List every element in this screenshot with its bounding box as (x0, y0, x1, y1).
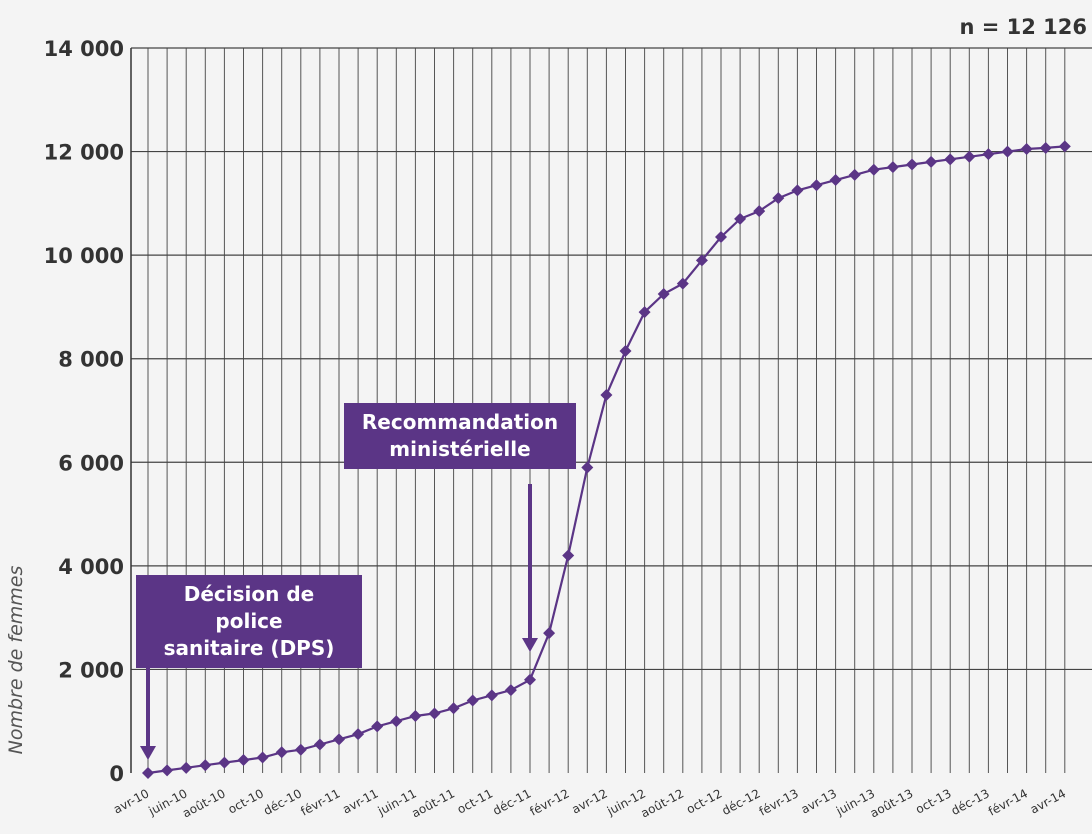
data-point-marker (466, 694, 479, 707)
data-point-marker (409, 710, 422, 723)
annotation-recommandation-line-1: Recommandation (361, 410, 559, 434)
data-point-marker (715, 231, 727, 244)
data-point-marker (237, 754, 250, 767)
data-point-marker (581, 461, 594, 474)
data-point-marker (906, 158, 918, 171)
data-point-marker (294, 743, 307, 756)
y-tick-label: 6 000 (58, 451, 124, 475)
y-tick-label: 12 000 (44, 141, 124, 165)
x-tick-label: avr-14 (1028, 786, 1068, 816)
data-point-marker (1001, 145, 1014, 158)
data-point-marker (562, 549, 575, 562)
annotation-recommandation-line-2: ministérielle (389, 437, 531, 461)
x-tick-label: août-12 (638, 786, 686, 820)
x-tick-label: avr-11 (340, 786, 380, 816)
x-tick-label: févr-14 (986, 786, 1030, 818)
x-tick-label: avr-12 (569, 786, 609, 816)
data-point-marker (352, 728, 365, 741)
data-point-marker (485, 689, 498, 702)
x-tick-label: oct-11 (455, 786, 495, 816)
data-point-marker (333, 733, 345, 746)
annotation-arrow-head (140, 746, 156, 760)
data-point-marker (313, 738, 326, 751)
x-tick-label: août-13 (868, 786, 916, 820)
data-point-marker (753, 205, 766, 218)
y-tick-label: 0 (109, 762, 124, 786)
data-point-marker (963, 150, 976, 163)
data-point-marker (1039, 141, 1052, 154)
data-point-marker (982, 148, 995, 161)
data-point-marker (1020, 142, 1033, 155)
x-tick-label: oct-10 (226, 786, 266, 816)
annotation-arrows (140, 484, 538, 760)
data-point-marker (275, 746, 288, 759)
y-tick-label: 10 000 (44, 244, 124, 268)
data-point-marker (371, 720, 384, 733)
data-point-marker (428, 707, 441, 720)
y-tick-label: 8 000 (58, 348, 124, 372)
x-tick-label: oct-12 (684, 786, 724, 816)
data-point-marker (619, 344, 632, 357)
x-tick-label: août-11 (409, 786, 457, 820)
data-point-marker (524, 673, 536, 686)
x-tick-labels: avr-10juin-10août-10oct-10déc-10févr-11a… (111, 786, 1068, 820)
horizontal-gridlines (131, 47, 1092, 671)
y-tick-label: 2 000 (58, 658, 124, 682)
series-layer (142, 140, 1071, 779)
data-point-marker (543, 627, 556, 640)
data-point-marker (944, 153, 957, 166)
data-point-marker (810, 179, 823, 192)
x-tick-label: déc-13 (949, 786, 992, 818)
data-point-marker (256, 751, 269, 764)
sample-size-note: n = 12 126 (959, 15, 1087, 39)
data-point-marker (390, 715, 403, 728)
data-point-marker (447, 702, 460, 715)
data-point-marker (180, 761, 193, 774)
data-point-marker (791, 184, 804, 197)
data-point-marker (161, 764, 174, 777)
data-point-marker (695, 254, 708, 267)
data-point-marker (734, 212, 747, 225)
data-point-marker (142, 767, 154, 779)
y-axis-label: Nombre de femmes (5, 566, 27, 755)
y-tick-labels: 0 2 000 4 000 6 000 8 000 10 000 12 000 14 000 (44, 37, 124, 786)
x-tick-label: févr-11 (298, 786, 342, 818)
x-tick-label: févr-13 (757, 786, 801, 818)
data-point-marker (867, 163, 880, 176)
data-point-marker (925, 155, 938, 168)
x-tick-label: août-10 (180, 786, 228, 820)
annotation-arrow-head (522, 638, 538, 652)
annotation-dps: Décision de police sanitaire (DPS) (136, 575, 362, 668)
x-tick-label: avr-13 (799, 786, 839, 816)
data-point-marker (829, 174, 842, 187)
x-tick-label: avr-10 (111, 786, 151, 816)
data-point-marker (1058, 140, 1071, 153)
annotation-recommandation: Recommandation ministérielle (344, 403, 576, 469)
data-point-marker (676, 277, 689, 290)
annotation-dps-line-1: Décision de police (183, 582, 315, 633)
x-tick-label: déc-10 (261, 786, 304, 818)
data-point-marker (600, 388, 613, 401)
data-point-marker (638, 306, 651, 319)
data-point-marker (657, 287, 670, 300)
data-point-marker (218, 756, 231, 769)
data-point-marker (886, 161, 899, 174)
x-tick-label: déc-12 (720, 786, 763, 818)
data-point-marker (848, 168, 861, 181)
x-tick-label: déc-11 (490, 786, 533, 818)
data-point-marker (504, 684, 517, 697)
y-tick-label: 4 000 (58, 555, 124, 579)
data-point-marker (199, 759, 212, 772)
annotation-dps-line-2: sanitaire (DPS) (163, 636, 335, 660)
y-tick-label: 14 000 (44, 37, 124, 61)
data-point-marker (772, 192, 785, 205)
x-tick-label: oct-13 (913, 786, 953, 816)
x-tick-label: févr-12 (528, 786, 572, 818)
